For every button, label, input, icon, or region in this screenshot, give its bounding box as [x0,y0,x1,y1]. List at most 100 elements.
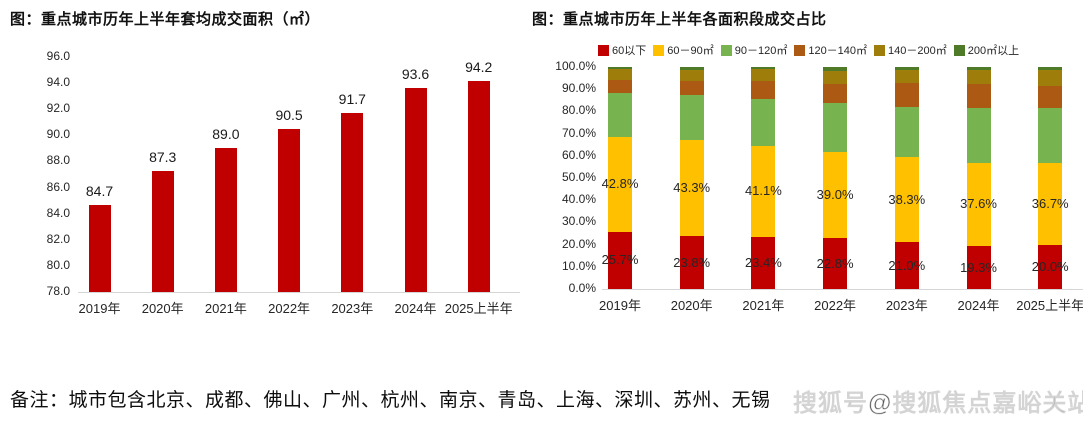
segment-120－140㎡-2025上半年 [1038,85,1063,109]
segment-90－120㎡-2023年 [894,106,919,158]
right-xtick-2020年: 2020年 [670,298,713,313]
right-chart-title: 图：重点城市历年上半年各面积段成交占比 [532,11,827,28]
left-ytick-88.0: 88.0 [46,153,70,168]
right-xtick-2024年: 2024年 [957,298,1000,313]
bar-value-2019年: 84.7 [85,182,114,199]
legend-label-90－120㎡: 90－120㎡ [734,45,788,57]
segment-label-60以下-2025上半年: 20.0% [1031,258,1069,274]
right-chart-plot-area [602,67,1083,290]
segment-200㎡以上-2024年 [966,67,991,70]
segment-140－200㎡-2020年 [679,69,704,81]
bar-2020年 [151,170,174,292]
segment-label-60以下-2024年: 19.3% [960,259,997,275]
left-ytick-86.0: 86.0 [46,179,70,194]
left-chart-title: 图：重点城市历年上半年套均成交面积（㎡） [10,11,321,28]
legend-item-140－200㎡: 140－200㎡ [874,42,947,58]
bar-2025上半年 [467,80,490,292]
segment-60－90㎡-2025上半年 [1038,163,1063,245]
legend-swatch-icon [720,44,732,56]
legend-swatch-icon [953,44,965,56]
segment-200㎡以上-2021年 [751,67,776,70]
left-bar-chart: 图：重点城市历年上半年套均成交面积（㎡） 96.0 94.0 92.0 90.0 88.… [8,4,522,324]
segment-label-60－90㎡-2024年: 37.6% [960,196,997,212]
segment-label-60以下-2020年: 23.8% [673,254,711,270]
bar-2023年 [341,113,364,292]
right-ytick-50.0%: 50.0% [561,170,596,184]
right-ytick-0.0%: 0.0% [568,281,596,295]
segment-label-60－90㎡-2021年: 41.1% [744,183,782,199]
legend-label-120－140㎡: 120－140㎡ [808,45,868,57]
segment-60－90㎡-2022年 [823,151,848,239]
segment-60－90㎡-2021年 [751,145,776,238]
segment-label-60－90㎡-2025上半年: 36.7% [1031,195,1069,211]
segment-200㎡以上-2025上半年 [1038,67,1063,71]
segment-120－140㎡-2020年 [679,81,704,95]
segment-label-60－90㎡-2022年: 39.0% [816,187,854,203]
legend-item-60－90㎡: 60－90㎡ [653,42,714,58]
left-ytick-94.0: 94.0 [46,75,70,90]
right-xtick-2019年: 2019年 [599,298,641,313]
left-xtick-2024年: 2024年 [394,301,437,316]
bar-value-2020年: 87.3 [149,148,177,165]
right-ytick-90.0%: 90.0% [561,81,596,96]
bar-2022年 [278,128,301,292]
right-xtick-2022年: 2022年 [814,298,857,313]
bar-2019年 [88,204,111,292]
segment-120－140㎡-2021年 [751,81,776,100]
segment-140－200㎡-2019年 [608,69,632,81]
legend-label-200㎡以上: 200㎡以上 [967,45,1020,57]
right-ytick-100.0%: 100.0% [555,59,596,73]
segment-200㎡以上-2020年 [679,67,704,70]
watermark-sohu: 搜狐号@搜狐焦点嘉峪关站 [792,390,1083,418]
segment-60以下-2023年 [894,242,919,289]
left-xtick-2025上半年: 2025上半年 [444,301,513,316]
segment-140－200㎡-2023年 [894,69,919,83]
bar-value-2021年: 89.0 [212,126,240,143]
left-chart-plot-area [78,57,520,293]
legend-item-120－140㎡: 120－140㎡ [794,42,867,58]
segment-label-60以下-2019年: 25.7% [601,252,639,268]
left-xtick-2023年: 2023年 [331,301,374,316]
legend-label-140－200㎡: 140－200㎡ [888,45,947,57]
left-ytick-82.0: 82.0 [46,231,70,246]
legend-swatch-icon [598,44,609,56]
right-xtick-2025上半年: 2025上半年 [1016,298,1083,313]
segment-120－140㎡-2024年 [966,83,991,109]
segment-label-60以下-2022年: 22.8% [816,255,854,271]
segment-60－90㎡-2023年 [894,157,919,243]
segment-140－200㎡-2022年 [823,70,848,84]
legend-item-90－120㎡: 90－120㎡ [720,42,788,58]
segment-140－200㎡-2021年 [751,69,776,82]
right-ytick-60.0%: 60.0% [561,147,596,162]
segment-60以下-2025上半年 [1038,244,1063,289]
bar-value-2022年: 90.5 [275,106,303,123]
segment-60－90㎡-2020年 [679,140,704,237]
segment-60－90㎡-2024年 [966,162,991,247]
segment-90－120㎡-2020年 [679,94,704,141]
right-xtick-2023年: 2023年 [885,298,928,313]
left-xtick-2020年: 2020年 [141,301,184,316]
right-chart-legend: 60以下 60－90㎡ 90－120㎡ 120－140㎡ 140－200㎡ 200㎡以上 [598,42,1026,58]
segment-label-60以下-2023年: 21.0% [888,257,926,273]
segment-90－120㎡-2025上半年 [1038,108,1063,164]
segment-90－120㎡-2021年 [751,99,776,146]
segment-60以下-2024年 [966,246,991,289]
right-ytick-30.0%: 30.0% [561,214,596,229]
bar-value-2025上半年: 94.2 [465,58,493,75]
right-ytick-70.0%: 70.0% [561,125,596,140]
right-xtick-2021年: 2021年 [742,298,785,313]
segment-200㎡以上-2022年 [823,67,848,71]
left-xtick-2022年: 2022年 [268,301,311,316]
segment-140－200㎡-2024年 [966,69,991,84]
bar-value-2024年: 93.6 [401,66,430,83]
segment-60－90㎡-2019年 [608,136,632,232]
left-ytick-92.0: 92.0 [46,101,70,116]
left-xtick-2021年: 2021年 [204,301,247,316]
bar-value-2023年: 91.7 [338,91,366,108]
right-ytick-80.0%: 80.0% [561,103,596,118]
segment-label-60－90㎡-2020年: 43.3% [673,180,711,196]
left-ytick-90.0: 90.0 [46,127,70,142]
segment-140－200㎡-2025上半年 [1038,70,1063,86]
legend-swatch-icon [653,44,665,56]
